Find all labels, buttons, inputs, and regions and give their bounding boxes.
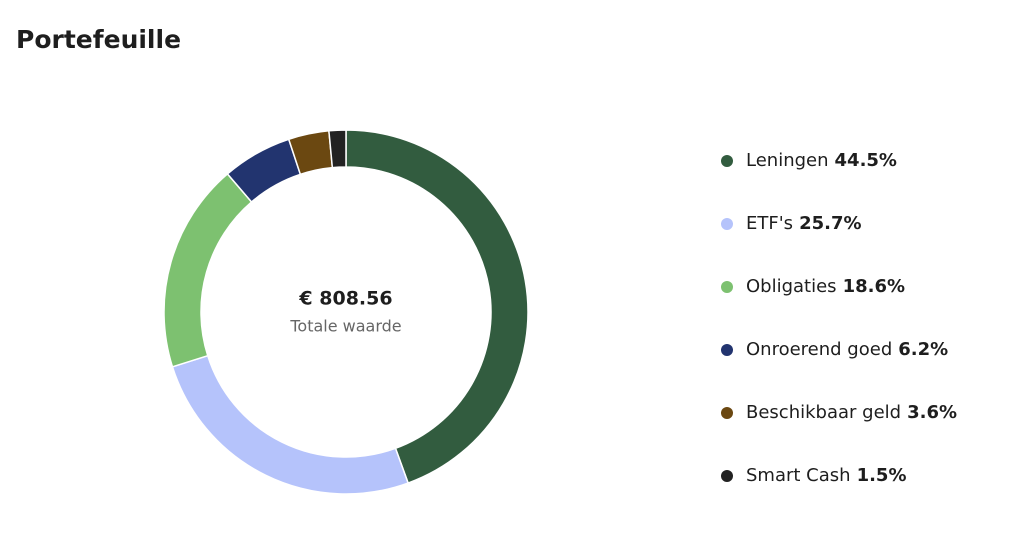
legend-marker	[721, 218, 733, 230]
legend-value: 3.6%	[907, 402, 957, 423]
legend-value: 18.6%	[843, 276, 905, 297]
legend-value: 6.2%	[898, 339, 948, 360]
legend-marker	[721, 344, 733, 356]
legend-value: 25.7%	[799, 213, 861, 234]
legend-label: Beschikbaar geld	[746, 402, 901, 423]
donut-segment	[163, 172, 253, 368]
chart-title: Portefeuille	[16, 25, 181, 54]
legend-marker	[721, 155, 733, 167]
legend-marker	[721, 281, 733, 293]
donut-segment	[328, 129, 347, 169]
center-label: Totale waarde	[289, 317, 401, 336]
donut-segment	[171, 354, 410, 495]
legend-marker	[721, 470, 733, 482]
legend-label: Onroerend goed	[746, 339, 892, 360]
legend-value: 1.5%	[857, 465, 907, 486]
legend-label: Obligaties	[746, 276, 837, 297]
legend-value: 44.5%	[835, 150, 897, 171]
legend-marker	[721, 407, 733, 419]
legend-label: Smart Cash	[746, 465, 851, 486]
legend-label: Leningen	[746, 150, 829, 171]
legend-label: ETF's	[746, 213, 793, 234]
donut-segment	[345, 129, 529, 485]
center-value: € 808.56	[298, 288, 392, 310]
